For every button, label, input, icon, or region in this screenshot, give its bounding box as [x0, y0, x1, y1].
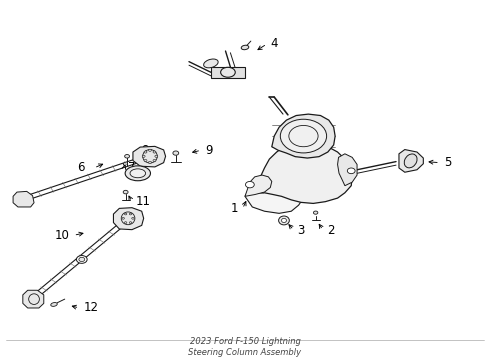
Ellipse shape — [204, 59, 218, 68]
Ellipse shape — [124, 213, 127, 215]
Ellipse shape — [173, 151, 179, 155]
Ellipse shape — [347, 168, 355, 174]
Ellipse shape — [241, 45, 249, 50]
Text: 12: 12 — [83, 301, 98, 315]
Text: 8: 8 — [142, 144, 149, 157]
Ellipse shape — [125, 166, 150, 181]
Ellipse shape — [144, 151, 147, 153]
Polygon shape — [338, 154, 357, 186]
Ellipse shape — [79, 257, 85, 262]
Ellipse shape — [142, 155, 145, 157]
Ellipse shape — [144, 159, 147, 162]
Ellipse shape — [124, 154, 129, 158]
Text: 10: 10 — [55, 229, 70, 242]
Polygon shape — [399, 149, 423, 172]
Ellipse shape — [155, 155, 158, 157]
Polygon shape — [245, 186, 303, 213]
Ellipse shape — [76, 256, 87, 263]
Ellipse shape — [122, 217, 124, 219]
Polygon shape — [211, 67, 245, 78]
Text: 2023 Ford F-150 Lightning
Steering Column Assembly: 2023 Ford F-150 Lightning Steering Colum… — [189, 337, 301, 357]
Ellipse shape — [220, 67, 235, 77]
Ellipse shape — [124, 222, 127, 224]
Ellipse shape — [404, 154, 417, 168]
Ellipse shape — [282, 218, 287, 222]
Ellipse shape — [314, 211, 318, 214]
Ellipse shape — [129, 222, 132, 224]
Text: 3: 3 — [297, 224, 305, 237]
Polygon shape — [133, 147, 166, 167]
Ellipse shape — [148, 149, 151, 151]
Polygon shape — [245, 175, 272, 196]
Text: 4: 4 — [271, 37, 278, 50]
Ellipse shape — [153, 159, 156, 162]
Text: 5: 5 — [444, 156, 451, 169]
Polygon shape — [272, 114, 335, 158]
Text: 9: 9 — [205, 144, 213, 157]
Ellipse shape — [132, 217, 134, 219]
Ellipse shape — [123, 190, 128, 194]
Ellipse shape — [129, 213, 132, 215]
Text: 7: 7 — [128, 162, 136, 175]
Text: 1: 1 — [231, 202, 239, 215]
Polygon shape — [255, 141, 352, 203]
Ellipse shape — [280, 119, 327, 153]
Text: 2: 2 — [327, 224, 334, 237]
Polygon shape — [13, 192, 34, 207]
Polygon shape — [114, 208, 144, 230]
Text: 11: 11 — [136, 195, 151, 208]
Polygon shape — [23, 290, 44, 308]
Ellipse shape — [245, 181, 254, 188]
Ellipse shape — [51, 302, 57, 306]
Ellipse shape — [148, 161, 151, 163]
Ellipse shape — [153, 151, 156, 153]
Ellipse shape — [130, 169, 146, 178]
Ellipse shape — [279, 216, 289, 225]
Text: 6: 6 — [77, 162, 84, 175]
